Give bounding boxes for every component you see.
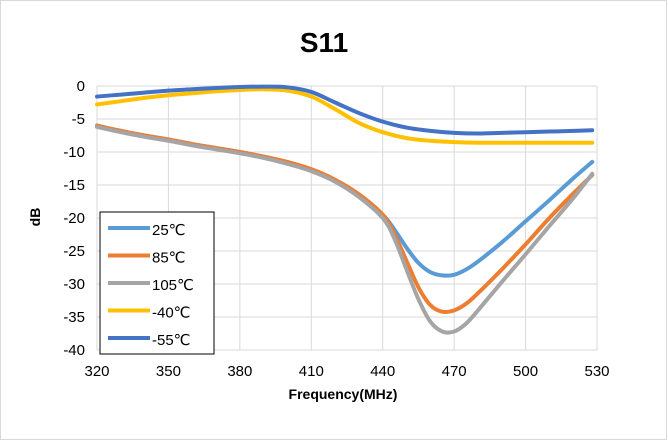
series-line-3 (95, 124, 595, 335)
y-tick-label: -10 (63, 144, 85, 161)
x-tick-label: 440 (370, 363, 395, 380)
legend-label-5: -55℃ (152, 332, 191, 349)
x-tick-label: 530 (584, 363, 609, 380)
y-tick-label: -15 (63, 177, 85, 194)
y-tick-label: -30 (63, 276, 85, 293)
x-tick-label: 320 (84, 363, 109, 380)
series-line-5 (95, 84, 595, 136)
x-tick-label: 350 (156, 363, 181, 380)
legend-label-1: 25℃ (152, 222, 186, 239)
tick-labels: 0 -5 -10 -15 -20 -25 -30 -35 -40 320 350 380 410 440 4… (63, 78, 609, 380)
x-tick-label: 470 (442, 363, 467, 380)
y-tick-label: -35 (63, 309, 85, 326)
legend-label-4: -40℃ (152, 305, 191, 322)
y-axis-title: dB (27, 208, 43, 227)
chart-title: S11 (300, 27, 348, 58)
x-axis-title: Frequency(MHz) (289, 386, 398, 402)
series-layer (95, 84, 595, 335)
y-tick-label: 0 (77, 78, 85, 95)
y-tick-label: -25 (63, 243, 85, 260)
y-tick-label: -40 (63, 342, 85, 359)
x-tick-label: 500 (513, 363, 538, 380)
y-tick-label: -5 (72, 111, 85, 128)
legend: 25℃ 85℃ 105℃ -40℃ -55℃ (99, 211, 215, 355)
legend-label-2: 85℃ (152, 250, 186, 267)
x-tick-label: 380 (227, 363, 252, 380)
x-tick-label: 410 (299, 363, 324, 380)
legend-label-3: 105℃ (152, 277, 194, 294)
series-line-4 (95, 87, 595, 145)
y-tick-label: -20 (63, 210, 85, 227)
